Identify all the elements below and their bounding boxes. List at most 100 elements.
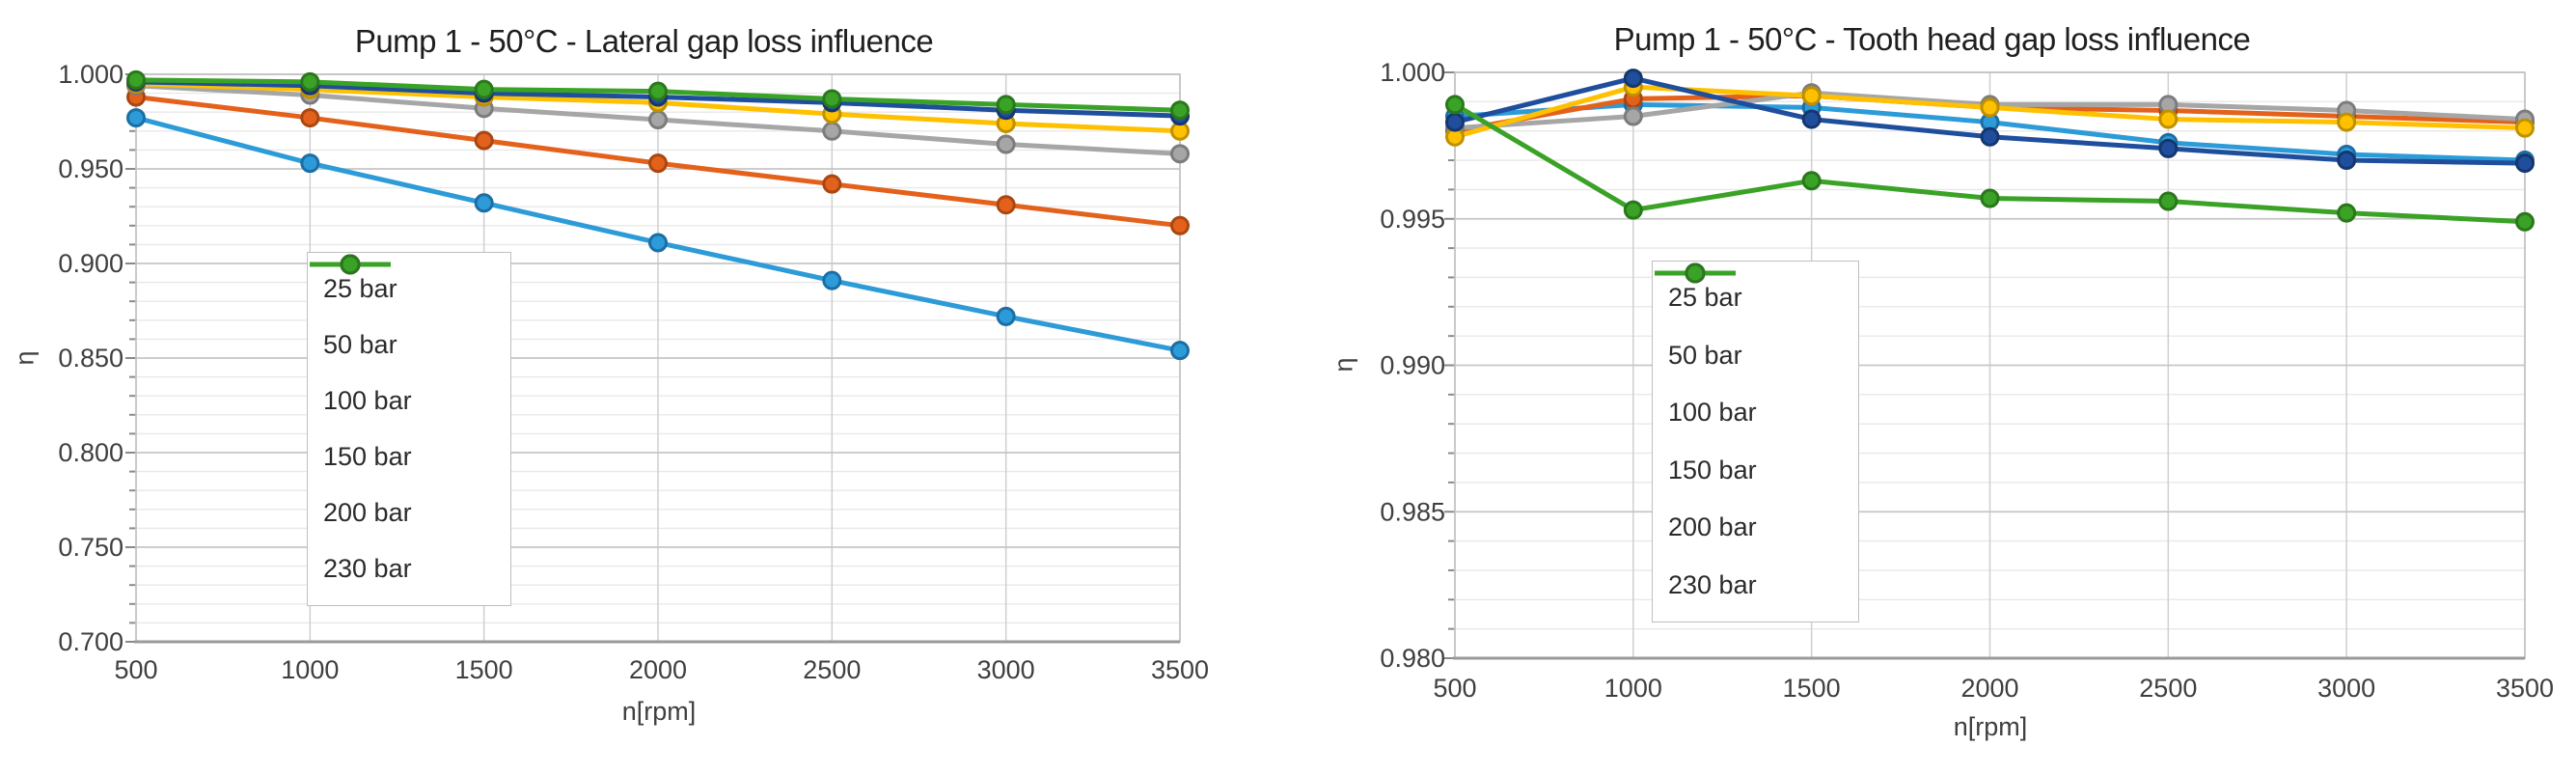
data-point-50-bar (474, 130, 494, 151)
data-point-230-bar (648, 81, 668, 101)
y-tick-label: 0.750 (58, 533, 123, 562)
legend-item: 100 bar (310, 254, 510, 415)
legend-item-label: 50 bar (1668, 340, 1742, 370)
data-point-230-bar (1445, 95, 1465, 115)
chart-title: Pump 1 - 50°C - Tooth head gap loss infl… (1613, 21, 2251, 57)
y-axis-title: η (1329, 357, 1358, 373)
x-tick-label: 1500 (1783, 674, 1841, 703)
data-point-25-bar (300, 153, 320, 174)
legend-item: 230 bar (1655, 263, 1858, 599)
legend-series-marker-icon (310, 254, 391, 275)
data-point-230-bar (2158, 191, 2179, 211)
data-point-200-bar (1623, 69, 1643, 89)
x-tick-label: 2000 (629, 655, 687, 684)
x-axis-title: n[rpm] (621, 697, 697, 726)
data-point-200-bar (1445, 112, 1465, 132)
data-point-50-bar (300, 108, 320, 128)
x-tick-label: 500 (1433, 674, 1476, 703)
legend-item-label: 100 bar (1668, 398, 1757, 428)
legend-item: 50 bar (1655, 263, 1858, 370)
data-point-25-bar (822, 270, 842, 290)
data-point-150-bar (1801, 86, 1822, 106)
data-point-100-bar (1170, 144, 1190, 164)
y-tick-label: 0.995 (1380, 205, 1445, 234)
data-point-25-bar (996, 306, 1016, 326)
y-tick-label: 0.980 (1380, 644, 1445, 673)
legend-item: 100 bar (1655, 263, 1858, 428)
data-point-230-bar (1623, 200, 1643, 220)
legend-item: 150 bar (310, 254, 510, 472)
data-point-150-bar (2158, 109, 2179, 129)
legend-item-label: 200 bar (323, 498, 412, 528)
data-point-100-bar (822, 121, 842, 141)
data-point-230-bar (300, 71, 320, 92)
x-tick-label: 3000 (2317, 674, 2375, 703)
y-tick-label: 0.950 (58, 154, 123, 183)
data-point-230-bar (1801, 171, 1822, 191)
x-tick-label: 2500 (2139, 674, 2197, 703)
data-point-150-bar (1980, 97, 2000, 118)
data-point-200-bar (2515, 153, 2535, 174)
y-axis-title: η (10, 350, 40, 366)
legend-item-label: 25 bar (323, 273, 397, 303)
y-tick-label: 0.700 (58, 627, 123, 656)
data-point-25-bar (474, 193, 494, 213)
data-point-50-bar (1170, 215, 1190, 235)
data-point-230-bar (1980, 188, 2000, 208)
x-tick-label: 1000 (281, 655, 339, 684)
legend-item-label: 150 bar (1668, 455, 1757, 484)
legend: 25 bar 50 bar 100 bar 150 bar 200 bar (307, 252, 511, 606)
y-tick-label: 0.900 (58, 249, 123, 278)
x-tick-label: 3000 (977, 655, 1035, 684)
legend-item-label: 50 bar (323, 329, 397, 359)
x-axis-title: n[rpm] (1953, 712, 2028, 741)
chart-lateral-gap-loss: Pump 1 - 50°C - Lateral gap loss influen… (10, 23, 1210, 726)
data-point-230-bar (1170, 100, 1190, 121)
data-point-25-bar (126, 108, 146, 128)
x-tick-label: 1500 (455, 655, 513, 684)
data-point-150-bar (2515, 118, 2535, 138)
data-point-200-bar (2337, 151, 2357, 171)
legend-item-label: 25 bar (1668, 283, 1742, 313)
legend-series-marker-icon (1655, 263, 1736, 284)
y-tick-label: 0.850 (58, 344, 123, 373)
x-tick-label: 3500 (1151, 655, 1209, 684)
x-tick-label: 1000 (1604, 674, 1662, 703)
x-tick-label: 500 (114, 655, 157, 684)
data-point-200-bar (1801, 109, 1822, 129)
chart-title: Pump 1 - 50°C - Lateral gap loss influen… (354, 23, 934, 59)
data-point-100-bar (1623, 106, 1643, 126)
data-point-50-bar (996, 195, 1016, 215)
legend-item-label: 230 bar (323, 554, 412, 584)
legend-item: 25 bar (1655, 263, 1858, 313)
data-point-230-bar (996, 95, 1016, 115)
legend-item: 50 bar (310, 254, 510, 359)
x-tick-label: 3500 (2496, 674, 2554, 703)
data-point-200-bar (2158, 138, 2179, 158)
legend-item: 150 bar (1655, 263, 1858, 484)
data-point-150-bar (2337, 112, 2357, 132)
chart-tooth-head-gap-loss: Pump 1 - 50°C - Tooth head gap loss infl… (1288, 0, 2576, 774)
legend-item: 230 bar (310, 254, 510, 584)
legend-item-label: 100 bar (323, 385, 412, 415)
y-tick-label: 1.000 (1380, 58, 1445, 87)
legend-item: 25 bar (310, 254, 510, 303)
data-point-230-bar (2515, 211, 2535, 232)
data-point-230-bar (126, 69, 146, 90)
data-point-25-bar (648, 233, 668, 253)
legend-item-label: 150 bar (323, 442, 412, 472)
legend-item: 200 bar (1655, 263, 1858, 542)
data-point-200-bar (1980, 126, 2000, 147)
legend-item-label: 230 bar (1668, 569, 1757, 599)
data-point-50-bar (822, 174, 842, 194)
y-tick-label: 0.800 (58, 438, 123, 467)
data-point-50-bar (648, 153, 668, 174)
data-point-100-bar (996, 134, 1016, 154)
data-point-230-bar (474, 79, 494, 99)
y-tick-label: 0.990 (1380, 351, 1445, 380)
legend-item: 200 bar (310, 254, 510, 528)
legend-item-label: 200 bar (1668, 512, 1757, 542)
